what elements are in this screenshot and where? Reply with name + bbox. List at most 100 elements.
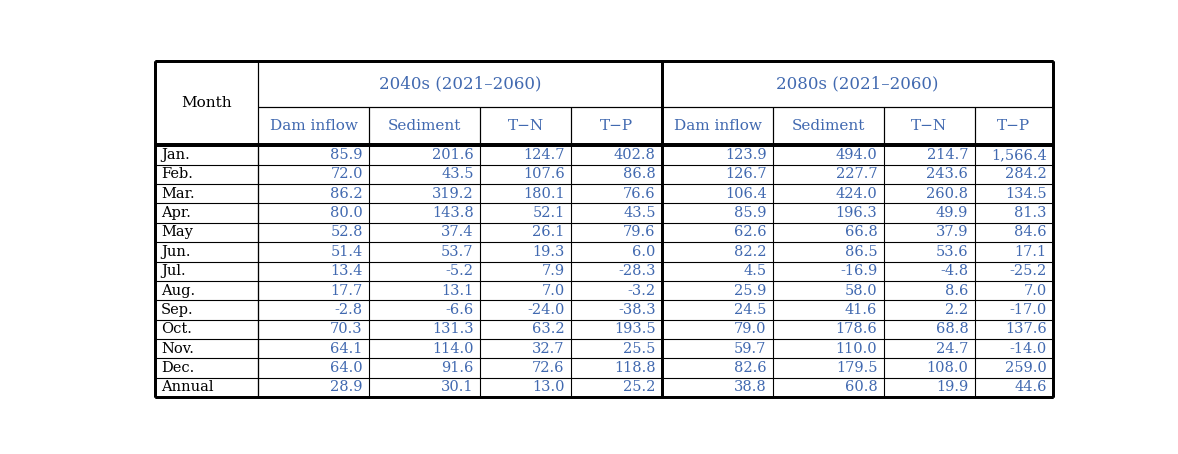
- Text: 124.7: 124.7: [523, 148, 564, 162]
- Text: 80.0: 80.0: [330, 206, 363, 220]
- Text: 2.2: 2.2: [945, 303, 968, 317]
- Text: Month: Month: [181, 96, 232, 110]
- Text: T−N: T−N: [508, 119, 543, 133]
- Text: 81.3: 81.3: [1014, 206, 1046, 220]
- Text: 201.6: 201.6: [432, 148, 474, 162]
- Text: 108.0: 108.0: [926, 361, 968, 375]
- Text: 2040s (2021–2060): 2040s (2021–2060): [379, 76, 542, 93]
- Text: 4.5: 4.5: [743, 264, 767, 278]
- Text: -25.2: -25.2: [1010, 264, 1046, 278]
- Text: 118.8: 118.8: [614, 361, 656, 375]
- Text: Sep.: Sep.: [161, 303, 193, 317]
- Text: 17.1: 17.1: [1014, 245, 1046, 259]
- Text: Jul.: Jul.: [161, 264, 186, 278]
- Text: Dam inflow: Dam inflow: [270, 119, 358, 133]
- Text: 85.9: 85.9: [734, 206, 767, 220]
- Text: -4.8: -4.8: [940, 264, 968, 278]
- Text: 76.6: 76.6: [623, 187, 656, 201]
- Text: 43.5: 43.5: [442, 168, 474, 182]
- Text: 143.8: 143.8: [432, 206, 474, 220]
- Text: 62.6: 62.6: [734, 226, 767, 240]
- Text: 19.3: 19.3: [532, 245, 564, 259]
- Text: -38.3: -38.3: [618, 303, 656, 317]
- Text: 13.0: 13.0: [532, 380, 564, 395]
- Text: 107.6: 107.6: [523, 168, 564, 182]
- Text: 19.9: 19.9: [937, 380, 968, 395]
- Text: 79.6: 79.6: [623, 226, 656, 240]
- Text: -16.9: -16.9: [840, 264, 878, 278]
- Text: 196.3: 196.3: [835, 206, 878, 220]
- Text: 110.0: 110.0: [835, 342, 878, 355]
- Text: 25.5: 25.5: [623, 342, 656, 355]
- Text: 131.3: 131.3: [432, 322, 474, 336]
- Text: Mar.: Mar.: [161, 187, 194, 201]
- Text: 7.0: 7.0: [1024, 284, 1046, 297]
- Text: 227.7: 227.7: [835, 168, 878, 182]
- Text: Annual: Annual: [161, 380, 213, 395]
- Text: 178.6: 178.6: [835, 322, 878, 336]
- Text: 6.0: 6.0: [633, 245, 656, 259]
- Text: 24.7: 24.7: [937, 342, 968, 355]
- Text: 64.0: 64.0: [330, 361, 363, 375]
- Text: 179.5: 179.5: [836, 361, 878, 375]
- Text: 494.0: 494.0: [835, 148, 878, 162]
- Text: 25.2: 25.2: [623, 380, 656, 395]
- Text: 28.9: 28.9: [330, 380, 363, 395]
- Text: Dec.: Dec.: [161, 361, 194, 375]
- Text: -6.6: -6.6: [445, 303, 474, 317]
- Text: 319.2: 319.2: [432, 187, 474, 201]
- Text: 25.9: 25.9: [734, 284, 767, 297]
- Text: -24.0: -24.0: [528, 303, 564, 317]
- Text: 82.2: 82.2: [734, 245, 767, 259]
- Text: T−P: T−P: [600, 119, 633, 133]
- Text: 13.4: 13.4: [331, 264, 363, 278]
- Text: 52.1: 52.1: [532, 206, 564, 220]
- Text: Jun.: Jun.: [161, 245, 191, 259]
- Text: 79.0: 79.0: [734, 322, 767, 336]
- Text: 30.1: 30.1: [442, 380, 474, 395]
- Text: 193.5: 193.5: [614, 322, 656, 336]
- Text: 2080s (2021–2060): 2080s (2021–2060): [776, 76, 939, 93]
- Text: 64.1: 64.1: [331, 342, 363, 355]
- Text: 13.1: 13.1: [442, 284, 474, 297]
- Text: 137.6: 137.6: [1005, 322, 1046, 336]
- Text: -3.2: -3.2: [628, 284, 656, 297]
- Text: 53.7: 53.7: [442, 245, 474, 259]
- Text: 37.9: 37.9: [935, 226, 968, 240]
- Text: 17.7: 17.7: [331, 284, 363, 297]
- Text: 26.1: 26.1: [532, 226, 564, 240]
- Text: -17.0: -17.0: [1010, 303, 1046, 317]
- Text: 123.9: 123.9: [724, 148, 767, 162]
- Text: Sediment: Sediment: [792, 119, 865, 133]
- Text: 41.6: 41.6: [845, 303, 878, 317]
- Text: 51.4: 51.4: [331, 245, 363, 259]
- Text: 260.8: 260.8: [926, 187, 968, 201]
- Text: 32.7: 32.7: [532, 342, 564, 355]
- Text: 38.8: 38.8: [734, 380, 767, 395]
- Text: Jan.: Jan.: [161, 148, 190, 162]
- Text: -2.8: -2.8: [335, 303, 363, 317]
- Text: Sediment: Sediment: [388, 119, 462, 133]
- Text: 49.9: 49.9: [937, 206, 968, 220]
- Text: 68.8: 68.8: [935, 322, 968, 336]
- Text: 86.8: 86.8: [623, 168, 656, 182]
- Text: -5.2: -5.2: [445, 264, 474, 278]
- Text: Apr.: Apr.: [161, 206, 191, 220]
- Text: -28.3: -28.3: [618, 264, 656, 278]
- Text: 72.6: 72.6: [532, 361, 564, 375]
- Text: Oct.: Oct.: [161, 322, 192, 336]
- Text: 70.3: 70.3: [330, 322, 363, 336]
- Text: 180.1: 180.1: [523, 187, 564, 201]
- Text: 259.0: 259.0: [1005, 361, 1046, 375]
- Text: 8.6: 8.6: [945, 284, 968, 297]
- Text: 24.5: 24.5: [734, 303, 767, 317]
- Text: T−P: T−P: [998, 119, 1031, 133]
- Text: 82.6: 82.6: [734, 361, 767, 375]
- Text: 134.5: 134.5: [1005, 187, 1046, 201]
- Text: 43.5: 43.5: [623, 206, 656, 220]
- Text: 86.2: 86.2: [330, 187, 363, 201]
- Text: 84.6: 84.6: [1014, 226, 1046, 240]
- Text: -14.0: -14.0: [1010, 342, 1046, 355]
- Text: 85.9: 85.9: [330, 148, 363, 162]
- Text: 86.5: 86.5: [845, 245, 878, 259]
